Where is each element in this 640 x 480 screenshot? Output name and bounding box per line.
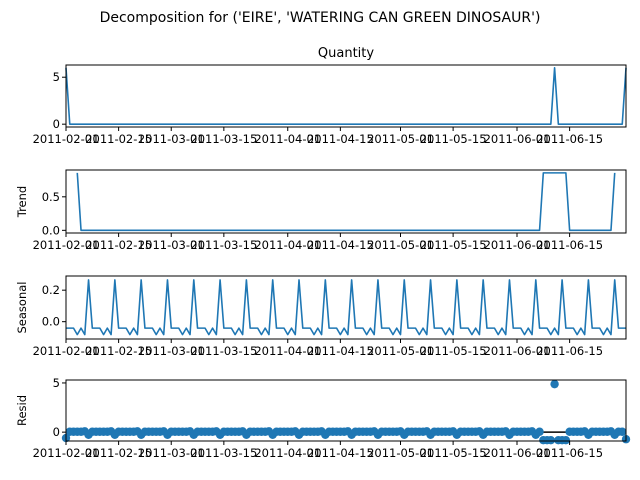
xtick-label: 2011-05-15: [420, 344, 487, 358]
xtick-label: 2011-03-01: [138, 132, 205, 146]
ylabel-resid: Resid: [15, 395, 29, 426]
resid-point: [561, 436, 571, 445]
axes-frame-observed: [65, 64, 627, 128]
ytick-label: 0: [53, 425, 60, 439]
xtick-label: 2011-02-01: [33, 344, 100, 358]
xtick-label: 2011-02-01: [33, 238, 100, 252]
xtick-label: 2011-05-15: [420, 132, 487, 146]
ytick-label: 5: [53, 70, 60, 84]
xtick-label: 2011-03-01: [138, 446, 205, 460]
series-line-trend: [76, 172, 616, 232]
xtick-label: 2011-02-15: [85, 132, 152, 146]
ytick-label: 0: [53, 117, 60, 131]
panel-observed: Quantity 0 5 2011-02-012011-02-152011-03-01…: [33, 46, 627, 146]
xtick-label: 2011-02-15: [85, 446, 152, 460]
panel-trend: Trend 0.0 0.5 2011-02-012011-02-152011-03-0…: [15, 169, 627, 252]
xtick-label: 2011-06-01: [484, 446, 551, 460]
ytick-label: 0.0: [42, 223, 60, 237]
ytick-label: 0.0: [42, 315, 60, 329]
ylabel-trend: Trend: [15, 186, 29, 218]
xtick-label: 2011-05-01: [367, 446, 434, 460]
resid-point: [618, 427, 627, 436]
ytick-label: 0.2: [42, 283, 60, 297]
axes-frame-trend: [65, 169, 627, 234]
xtick-label: 2011-03-15: [190, 344, 257, 358]
xtick-label: 2011-06-15: [536, 132, 603, 146]
xtick-label: 2011-02-15: [85, 238, 152, 252]
resid-point: [550, 379, 559, 389]
ytick-label: 5: [53, 376, 60, 390]
xtick-label: 2011-05-01: [367, 238, 434, 252]
xtick-label: 2011-06-01: [484, 344, 551, 358]
xtick-label: 2011-05-15: [420, 446, 487, 460]
panels: Quantity052011-02-012011-02-152011-03-01…: [15, 46, 631, 460]
xtick-label: 2011-03-15: [190, 446, 257, 460]
xtick-label: 2011-03-15: [190, 238, 257, 252]
xtick-label: 2011-02-15: [85, 344, 152, 358]
axes-frame-seasonal: [65, 275, 627, 340]
xtick-label: 2011-02-01: [33, 132, 100, 146]
xtick-label: 2011-04-01: [254, 446, 321, 460]
xtick-label: 2011-06-01: [484, 132, 551, 146]
xtick-label: 2011-04-15: [307, 238, 374, 252]
xtick-label: 2011-04-15: [307, 132, 374, 146]
xtick-label: 2011-05-01: [367, 132, 434, 146]
xtick-label: 2011-04-01: [254, 344, 321, 358]
panel-seasonal: Seasonal 0.00.22011-02-012011-02-152011-0…: [15, 275, 627, 358]
xtick-label: 2011-03-15: [190, 132, 257, 146]
ytick-label: 0.5: [42, 190, 60, 204]
xtick-label: 2011-04-01: [254, 132, 321, 146]
xtick-label: 2011-03-01: [138, 344, 205, 358]
xtick-label: 2011-02-01: [33, 446, 100, 460]
xtick-label: 2011-06-01: [484, 238, 551, 252]
xtick-label: 2011-05-01: [367, 344, 434, 358]
resid-point: [546, 436, 556, 445]
xtick-label: 2011-05-15: [420, 238, 487, 252]
panel-title-observed: Quantity: [318, 46, 374, 61]
series-line-observed: [65, 67, 627, 125]
axes-frame-resid: [65, 379, 627, 442]
xtick-label: 2011-04-01: [254, 238, 321, 252]
xtick-label: 2011-06-15: [536, 446, 603, 460]
xtick-label: 2011-04-15: [307, 446, 374, 460]
xtick-label: 2011-03-01: [138, 238, 205, 252]
ylabel-seasonal: Seasonal: [15, 282, 29, 334]
panel-resid: Resid052011-02-012011-02-152011-03-01201…: [15, 376, 631, 460]
xtick-label: 2011-04-15: [307, 344, 374, 358]
xtick-label: 2011-06-15: [536, 344, 603, 358]
resid-point: [535, 427, 544, 436]
series-line-seasonal: [66, 279, 626, 336]
xtick-label: 2011-06-15: [536, 238, 603, 252]
figure-title: Decomposition for ('EIRE', 'WATERING CAN…: [100, 10, 541, 26]
